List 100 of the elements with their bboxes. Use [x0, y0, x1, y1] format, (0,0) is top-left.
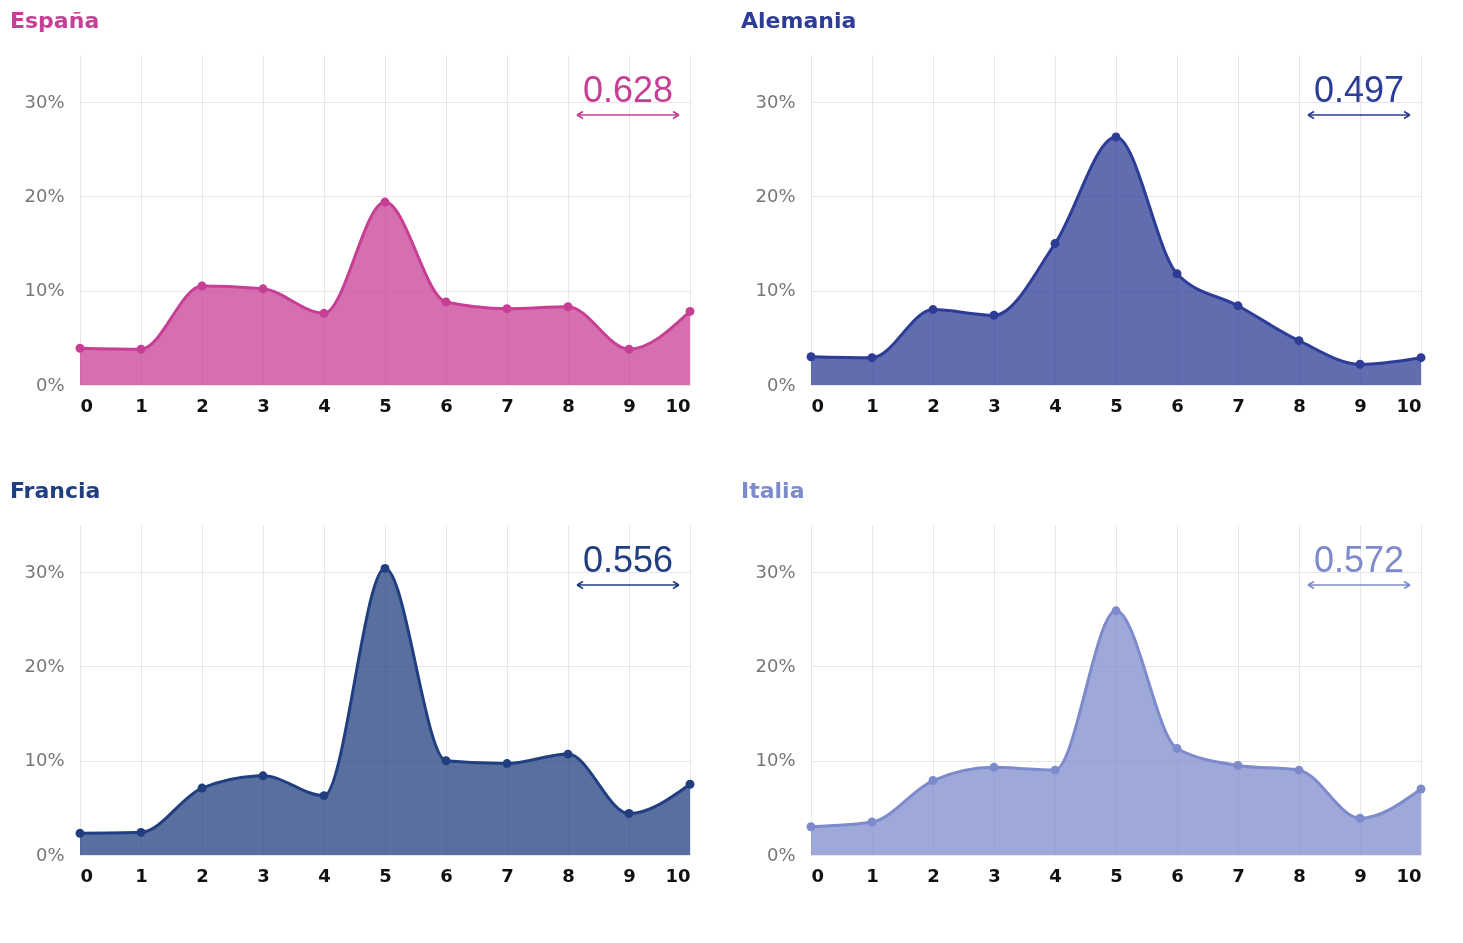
x-tick-label: 4	[1049, 394, 1062, 416]
y-tick-label: 30%	[755, 560, 796, 582]
x-tick-label: 4	[1049, 864, 1062, 886]
point	[806, 822, 816, 832]
x-tick-label: 5	[379, 394, 392, 416]
point	[989, 310, 999, 320]
annotation: 0.572	[1312, 539, 1406, 580]
x-tick-label: 7	[1232, 394, 1245, 416]
x-tick-label: 2	[196, 394, 209, 416]
x-tick-label: 2	[927, 394, 940, 416]
x-tick-label: 0	[80, 864, 94, 886]
y-tick-label: 20%	[24, 654, 65, 676]
annotation: 0.556	[581, 539, 675, 580]
x-tick-label: 5	[379, 864, 392, 886]
y-tick-label: 30%	[24, 560, 65, 582]
point	[319, 308, 329, 318]
annotation: 0.628	[581, 69, 675, 110]
x-tick-label: 1	[866, 394, 879, 416]
chart-title: España	[10, 8, 100, 33]
x-tick-label: 0	[80, 394, 94, 416]
x-tick-label: 3	[988, 864, 1001, 886]
y-tick-label: 20%	[24, 184, 65, 206]
x-tick-label: 5	[1110, 394, 1123, 416]
x-tick-label: 6	[440, 864, 453, 886]
x-tick-label: 8	[1293, 394, 1306, 416]
point	[624, 809, 634, 818]
y-tick-label: 10%	[755, 749, 796, 771]
x-tick-label: 10	[1396, 864, 1422, 886]
y-tick-label: 20%	[755, 184, 796, 206]
x-tick-label: 1	[135, 394, 148, 416]
x-tick-label: 7	[501, 864, 514, 886]
y-tick-label: 30%	[24, 90, 65, 112]
x-tick-label: 9	[623, 394, 636, 416]
x-tick-label: 9	[1354, 394, 1367, 416]
x-tick-label: 3	[988, 394, 1001, 416]
point	[380, 197, 390, 207]
x-tick-label: 3	[257, 864, 270, 886]
annotation: 0.497	[1312, 69, 1406, 110]
y-tick-label: 10%	[24, 749, 65, 771]
x-tick-label: 3	[257, 394, 270, 416]
chart-title: Alemania	[741, 8, 857, 33]
x-tick-label: 7	[1232, 864, 1245, 886]
x-tick-label: 6	[1171, 864, 1184, 886]
x-tick-label: 2	[927, 864, 940, 886]
y-tick-label: 10%	[24, 279, 65, 301]
x-tick-label: 10	[665, 394, 691, 416]
x-tick-label: 8	[1293, 864, 1306, 886]
x-tick-label: 1	[866, 864, 879, 886]
point	[1294, 765, 1304, 775]
point	[1111, 606, 1121, 616]
y-tick-label: 0%	[766, 373, 796, 395]
x-tick-label: 0	[811, 864, 825, 886]
x-tick-label: 0	[811, 394, 825, 416]
point	[136, 344, 146, 354]
point	[380, 563, 390, 573]
point	[1172, 269, 1182, 279]
x-tick-label: 8	[562, 864, 575, 886]
point	[1050, 239, 1060, 249]
y-tick-label: 0%	[35, 843, 65, 865]
y-tick-label: 0%	[766, 843, 796, 865]
point	[1111, 132, 1121, 142]
point	[1355, 359, 1365, 369]
point	[624, 344, 634, 354]
x-tick-label: 7	[501, 394, 514, 416]
x-tick-label: 6	[440, 394, 453, 416]
point	[1050, 765, 1060, 775]
point	[258, 284, 268, 294]
y-tick-label: 0%	[35, 373, 65, 395]
x-tick-label: 9	[1354, 864, 1367, 886]
point	[258, 771, 268, 781]
x-tick-label: 10	[665, 864, 691, 886]
point	[136, 827, 146, 837]
x-tick-label: 10	[1396, 394, 1422, 416]
y-tick-label: 10%	[755, 279, 796, 301]
y-tick-label: 20%	[755, 654, 796, 676]
x-tick-label: 1	[135, 864, 148, 886]
x-tick-label: 4	[318, 394, 331, 416]
point	[1355, 813, 1365, 823]
x-tick-label: 2	[196, 864, 209, 886]
point	[1172, 743, 1182, 753]
point	[1233, 301, 1243, 311]
x-tick-label: 9	[623, 864, 636, 886]
point	[867, 353, 877, 363]
point	[867, 817, 877, 827]
point	[1294, 336, 1304, 346]
point	[563, 749, 573, 759]
point	[197, 783, 207, 793]
chart-title: Italia	[741, 478, 805, 503]
point	[319, 791, 329, 801]
point	[928, 776, 938, 785]
x-tick-label: 8	[562, 394, 575, 416]
point	[1233, 760, 1243, 770]
x-tick-label: 6	[1171, 394, 1184, 416]
point	[441, 297, 451, 307]
x-tick-label: 4	[318, 864, 331, 886]
point	[502, 759, 512, 769]
point	[563, 302, 573, 312]
point	[928, 305, 938, 315]
chart-title: Francia	[10, 478, 101, 503]
y-tick-label: 30%	[755, 90, 796, 112]
